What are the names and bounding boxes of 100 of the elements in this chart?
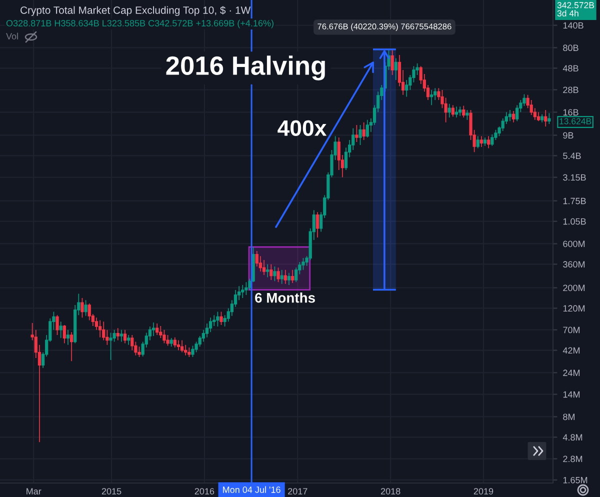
- candlestick: [458, 106, 462, 116]
- candlestick: [490, 134, 494, 146]
- candlestick: [430, 90, 434, 106]
- x-tick-label: Mar: [26, 488, 42, 494]
- candlestick: [84, 300, 88, 316]
- candlestick: [116, 328, 120, 341]
- y-tick-label: 48B: [562, 65, 578, 72]
- annotation: Vol: [6, 32, 18, 40]
- y-tick-label: 200M: [563, 284, 585, 292]
- y-tick-label: 3.15B: [563, 174, 586, 181]
- candlestick: [302, 258, 305, 270]
- candlestick: [188, 347, 191, 358]
- ref-line-label: Mon 04 Jul '16: [223, 486, 280, 493]
- candlestick: [270, 264, 273, 280]
- candlestick: [62, 324, 66, 344]
- candlestick: [173, 336, 176, 348]
- candlestick: [480, 136, 484, 148]
- candlestick: [241, 284, 244, 298]
- annotation: 2016 Halving: [166, 56, 325, 80]
- y-tick-label: 24M: [563, 370, 580, 376]
- y-tick-label: 1.65M: [563, 476, 588, 484]
- candlestick: [220, 311, 223, 326]
- candlestick: [152, 322, 156, 336]
- candlestick: [244, 282, 248, 296]
- candlestick: [162, 329, 166, 344]
- candlestick: [284, 270, 287, 284]
- x-tick-label: 2017: [288, 488, 308, 494]
- candlestick: [316, 212, 320, 238]
- candlestick: [451, 104, 455, 118]
- candlestick: [70, 332, 74, 362]
- candlestick: [476, 136, 480, 149]
- candlestick: [123, 329, 127, 344]
- y-tick-label: 4.8M: [562, 434, 582, 441]
- band-label: 76.676B (40220.39%) 76675548286: [318, 23, 452, 32]
- annotation: O328.871B H358.634B L323.585B C342.572B +13.669B (+4.16%): [6, 20, 274, 28]
- y-tick-label: 120M: [563, 305, 585, 312]
- band-label: 6 Months: [255, 292, 315, 303]
- candlestick: [273, 266, 276, 282]
- candlestick: [536, 112, 540, 122]
- y-tick-label: 70M: [563, 326, 580, 334]
- text: 13.624B: [560, 118, 592, 124]
- candlestick: [216, 311, 220, 327]
- x-tick-label: 2016: [194, 488, 214, 494]
- x-tick-label: 2018: [380, 488, 400, 494]
- candlestick: [290, 270, 294, 284]
- candlestick: [156, 323, 159, 336]
- y-tick-label: 360M: [563, 261, 585, 268]
- candlestick: [462, 105, 466, 118]
- candlestick: [109, 332, 112, 360]
- y-tick-label: 1.05B: [563, 218, 586, 225]
- candlestick: [280, 270, 284, 284]
- y-tick-label: 2.8M: [563, 456, 582, 462]
- candlestick: [540, 114, 544, 123]
- y-tick-label: 28B: [563, 86, 578, 94]
- annotation: 400x: [278, 120, 327, 136]
- y-tick-label: 80B: [563, 44, 578, 52]
- candlestick: [394, 58, 398, 80]
- candlestick: [448, 103, 451, 118]
- candlestick: [102, 321, 106, 341]
- candlestick: [66, 329, 70, 346]
- candlestick: [98, 320, 102, 338]
- candlestick: [120, 329, 124, 342]
- candlestick: [170, 338, 173, 348]
- candlestick: [191, 345, 194, 358]
- candlestick: [358, 124, 362, 146]
- y-tick-label: 14M: [563, 391, 580, 398]
- candlestick: [454, 106, 458, 118]
- candlestick: [355, 124, 358, 142]
- y-tick-label: 9B: [563, 132, 574, 139]
- candlestick: [366, 119, 369, 138]
- y-tick-label: 8M: [563, 414, 575, 420]
- y-tick-label: 5.4B: [563, 152, 581, 160]
- candlestick: [548, 112, 551, 124]
- y-tick-label: 42M: [562, 347, 580, 354]
- candlestick: [127, 334, 130, 346]
- x-tick-label: 2015: [102, 488, 122, 494]
- candlestick: [176, 340, 180, 351]
- x-tick-label: 2019: [474, 488, 494, 494]
- candlestick: [390, 50, 394, 76]
- y-tick-label: 1.75B: [563, 198, 586, 204]
- candlestick: [262, 260, 266, 276]
- y-tick-label: 140B: [563, 22, 584, 29]
- candlestick: [80, 298, 84, 318]
- text: Crypto Total Market Cap Excluding Top 10, $ · 1W: [20, 6, 251, 16]
- candlestick: [483, 137, 487, 146]
- candlestick: [544, 110, 548, 127]
- candlestick: [466, 110, 469, 120]
- text: 342.572B 3d 4h: [557, 2, 594, 16]
- candlestick: [276, 267, 280, 283]
- candlestick: [487, 136, 490, 149]
- candlestick: [180, 340, 184, 353]
- y-tick-label: 600M: [563, 240, 585, 248]
- candlestick: [56, 314, 59, 336]
- candlestick: [512, 110, 516, 123]
- candlestick: [59, 321, 62, 338]
- candlestick: [287, 272, 291, 286]
- candlestick: [508, 110, 512, 122]
- candlestick: [362, 122, 366, 140]
- candlestick: [266, 264, 270, 278]
- y-tick-label: 16B: [563, 109, 578, 116]
